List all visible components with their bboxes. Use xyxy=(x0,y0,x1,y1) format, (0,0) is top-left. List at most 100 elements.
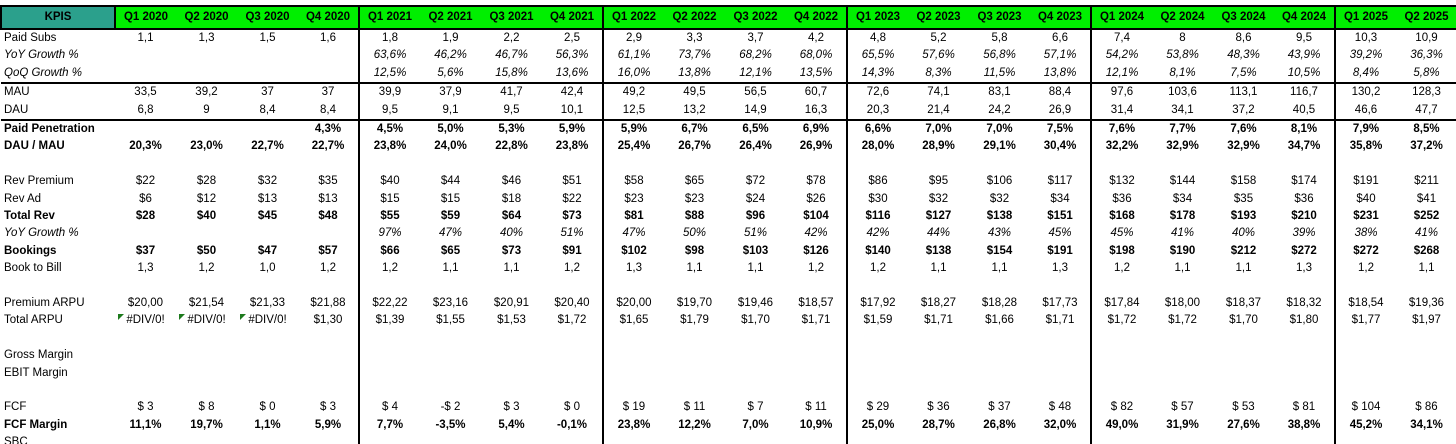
row-label[interactable]: QoQ Growth % xyxy=(1,64,115,85)
data-cell[interactable]: 1,8 xyxy=(358,29,420,48)
data-cell[interactable]: 1,1 xyxy=(503,262,520,275)
data-cell[interactable] xyxy=(664,330,725,347)
data-cell[interactable]: 68,0% xyxy=(799,49,833,62)
data-cell[interactable]: 1,1 xyxy=(1174,262,1191,275)
data-cell[interactable]: 1,2 xyxy=(1334,260,1396,278)
data-cell[interactable] xyxy=(664,347,725,364)
data-cell[interactable] xyxy=(602,155,664,174)
data-cell[interactable]: 31,9% xyxy=(1166,418,1199,431)
data-cell[interactable] xyxy=(1152,156,1213,173)
data-cell[interactable]: 103,6 xyxy=(1168,86,1197,99)
error-cell[interactable]: #DIV/0! xyxy=(176,312,237,329)
data-cell[interactable] xyxy=(237,434,298,444)
data-cell[interactable]: 8,4 xyxy=(298,101,359,122)
data-cell[interactable]: 1,1 xyxy=(1418,262,1435,275)
data-cell[interactable] xyxy=(176,382,237,399)
data-cell[interactable]: -$ 2 xyxy=(440,401,461,414)
quarter-header[interactable]: Q2 2021 xyxy=(420,5,481,30)
data-cell[interactable]: $151 xyxy=(1047,210,1073,223)
data-cell[interactable]: 2,9 xyxy=(602,29,664,48)
data-cell[interactable]: 13,8% xyxy=(1030,64,1091,85)
row-label[interactable]: Rev Premium xyxy=(4,175,74,188)
data-cell[interactable] xyxy=(1396,330,1456,347)
data-cell[interactable] xyxy=(786,347,847,364)
data-cell[interactable]: $144 xyxy=(1169,175,1196,188)
data-cell[interactable]: $58 xyxy=(602,173,664,191)
data-cell[interactable] xyxy=(1030,347,1091,364)
data-cell[interactable]: 1,3 xyxy=(1052,262,1068,275)
data-cell[interactable] xyxy=(908,278,969,295)
data-cell[interactable] xyxy=(1334,329,1396,348)
data-cell[interactable]: 46,2% xyxy=(434,49,467,62)
data-cell[interactable] xyxy=(481,330,542,347)
data-cell[interactable] xyxy=(725,365,786,382)
data-cell[interactable]: 41% xyxy=(1414,227,1439,240)
data-cell[interactable]: 6,8 xyxy=(115,101,176,122)
data-cell[interactable]: 6,6% xyxy=(846,120,908,139)
data-cell[interactable]: 14,3% xyxy=(846,64,908,85)
data-cell[interactable]: $154 xyxy=(986,244,1013,257)
data-cell[interactable]: $1,59 xyxy=(846,312,908,330)
data-cell[interactable]: $15 xyxy=(440,192,461,205)
data-cell[interactable]: 20,3% xyxy=(129,140,162,153)
data-cell[interactable]: 39,2 xyxy=(195,86,218,99)
row-label[interactable]: YoY Growth % xyxy=(4,49,79,62)
data-cell[interactable]: 54,2% xyxy=(1090,47,1152,65)
data-cell[interactable]: $17,73 xyxy=(1042,297,1078,310)
data-cell[interactable]: 50% xyxy=(682,227,707,240)
data-cell[interactable]: 5,8 xyxy=(991,32,1008,44)
data-cell[interactable]: $88 xyxy=(684,210,705,223)
data-cell[interactable]: 21,4 xyxy=(908,101,969,122)
data-cell[interactable]: 7,5% xyxy=(1046,123,1074,136)
data-cell[interactable]: 49,0% xyxy=(1090,416,1152,435)
data-cell[interactable]: 1,3 xyxy=(1296,262,1312,275)
data-cell[interactable] xyxy=(481,365,542,382)
data-cell[interactable] xyxy=(664,434,725,444)
data-cell[interactable]: $191 xyxy=(1047,244,1073,257)
data-cell[interactable]: $47 xyxy=(257,244,278,257)
data-cell[interactable]: $ 36 xyxy=(927,401,950,414)
data-cell[interactable]: 37,9 xyxy=(439,86,462,99)
data-cell[interactable]: 22,8% xyxy=(495,140,528,153)
data-cell[interactable]: 1,2 xyxy=(198,262,215,275)
data-cell[interactable]: $81 xyxy=(602,208,664,226)
data-cell[interactable] xyxy=(969,365,1030,382)
data-cell[interactable]: $34 xyxy=(1172,192,1193,205)
data-cell[interactable]: $6 xyxy=(139,192,152,205)
data-cell[interactable] xyxy=(786,278,847,295)
quarter-header[interactable]: Q3 2020 xyxy=(237,5,298,30)
data-cell[interactable]: 28,9% xyxy=(922,140,955,153)
data-cell[interactable] xyxy=(542,278,603,295)
data-cell[interactable]: 34,1 xyxy=(1152,101,1213,122)
data-cell[interactable]: 5,9% xyxy=(558,123,586,136)
data-cell[interactable]: $20,40 xyxy=(554,297,590,310)
data-cell[interactable] xyxy=(298,47,359,64)
error-cell[interactable]: #DIV/0! xyxy=(237,312,298,329)
data-cell[interactable]: 4,8 xyxy=(846,29,908,48)
data-cell[interactable] xyxy=(1090,277,1152,296)
data-cell[interactable] xyxy=(237,225,298,242)
data-cell[interactable] xyxy=(298,156,359,173)
data-cell[interactable]: 48,3% xyxy=(1227,49,1260,62)
data-cell[interactable]: 9,1 xyxy=(420,101,481,122)
data-cell[interactable]: $44 xyxy=(440,175,461,188)
data-cell[interactable]: 51% xyxy=(560,227,584,240)
data-cell[interactable]: 56,5 xyxy=(744,86,767,99)
quarter-header[interactable]: Q1 2020 xyxy=(115,5,176,30)
data-cell[interactable] xyxy=(1334,382,1396,400)
data-cell[interactable]: $212 xyxy=(1230,244,1257,257)
data-cell[interactable] xyxy=(176,64,237,85)
data-cell[interactable]: 8,1% xyxy=(1152,64,1213,85)
data-cell[interactable] xyxy=(1090,329,1152,348)
data-cell[interactable] xyxy=(1152,434,1213,444)
data-cell[interactable]: $18,37 xyxy=(1225,297,1262,310)
data-cell[interactable] xyxy=(298,330,359,347)
data-cell[interactable]: $138 xyxy=(986,210,1013,223)
data-cell[interactable]: $1,77 xyxy=(1334,312,1396,330)
data-cell[interactable]: 10,9 xyxy=(1415,32,1438,44)
data-cell[interactable] xyxy=(786,330,847,347)
data-cell[interactable] xyxy=(1213,278,1274,295)
data-cell[interactable]: $19,46 xyxy=(737,297,774,310)
data-cell[interactable]: 73,7% xyxy=(678,49,711,62)
data-cell[interactable] xyxy=(115,365,176,382)
